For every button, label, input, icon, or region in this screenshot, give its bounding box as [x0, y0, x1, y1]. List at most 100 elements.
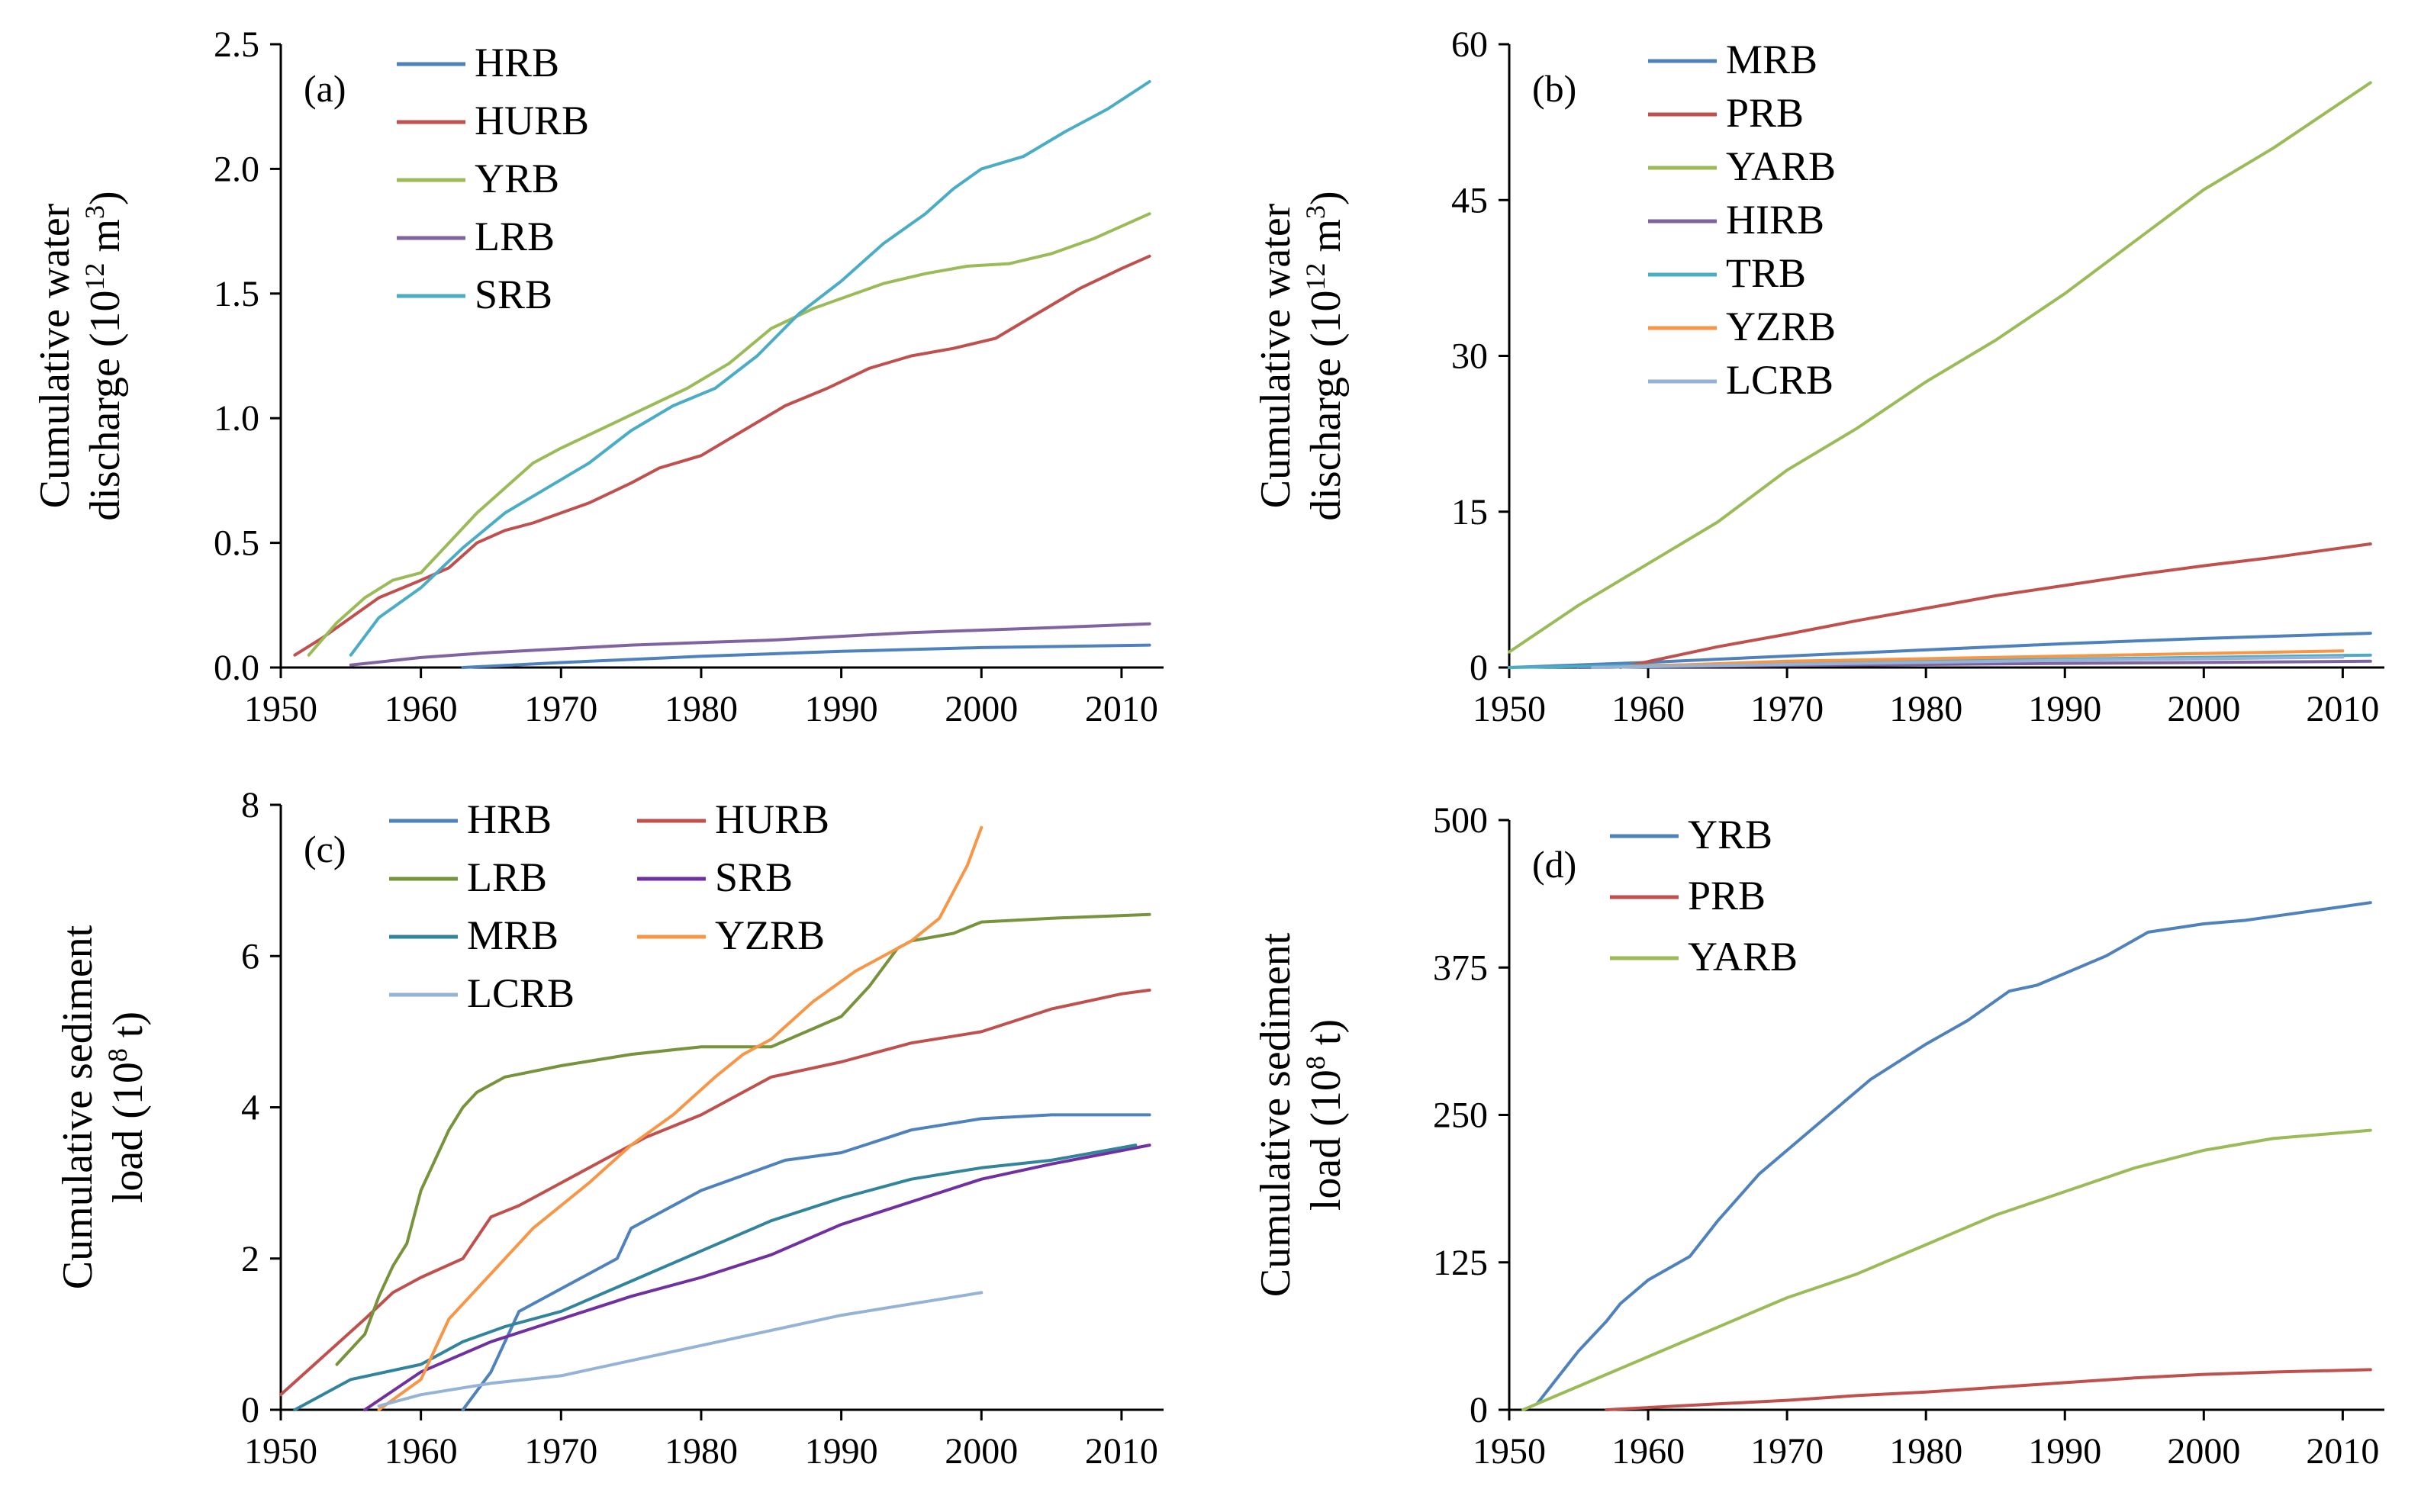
- legend-label-yzrb: YZRB: [715, 912, 825, 958]
- xtick-label: 1950: [244, 1431, 317, 1472]
- xtick-label: 2000: [2167, 1431, 2240, 1472]
- legend-label-hurb: HURB: [475, 98, 589, 143]
- label-part: t): [105, 1012, 152, 1048]
- series-line-yzrb: [377, 825, 984, 1411]
- legend-label-mrb: MRB: [467, 912, 559, 958]
- legend-label-hrb: HRB: [475, 40, 559, 85]
- superscript: 3: [1300, 205, 1331, 219]
- legend-label-lrb: LRB: [467, 854, 547, 900]
- y-axis-label-line2: load (108 t): [1300, 1019, 1350, 1211]
- xtick-label: 2010: [1085, 1431, 1158, 1472]
- label-part: discharge (10: [82, 291, 129, 521]
- legend-label-srb: SRB: [715, 854, 793, 900]
- xtick-label: 1960: [1611, 1431, 1685, 1472]
- ytick-label: 1.5: [214, 274, 259, 314]
- series-line-yarb: [1508, 81, 2372, 654]
- series-line-yarb: [1521, 1128, 2372, 1411]
- series-line-lrb: [349, 622, 1151, 667]
- superscript: 12: [1300, 263, 1331, 291]
- y-axis-label-line1: Cumulative water: [1252, 203, 1299, 508]
- xtick-label: 1970: [524, 1431, 597, 1472]
- xtick-label: 2010: [1085, 689, 1158, 729]
- series-line-prb: [1605, 1368, 2372, 1411]
- series-line-lcrb: [1591, 655, 2345, 669]
- series-line-srb: [349, 80, 1151, 657]
- xtick-label: 1990: [805, 689, 878, 729]
- xtick-label: 1960: [385, 1431, 458, 1472]
- series-line-lcrb: [377, 1291, 984, 1407]
- legend-label-prb: PRB: [1726, 90, 1804, 136]
- ytick-label: 500: [1433, 800, 1488, 841]
- series-line-hrb: [461, 643, 1151, 669]
- label-part: ): [82, 191, 129, 205]
- y-axis-label-line2: discharge (1012 m3): [1300, 191, 1350, 520]
- superscript: 3: [79, 205, 110, 219]
- legend-label-lcrb: LCRB: [467, 970, 575, 1016]
- label-part: t): [1302, 1019, 1350, 1056]
- superscript: 8: [102, 1048, 133, 1062]
- xtick-label: 1970: [524, 689, 597, 729]
- series-line-prb: [1618, 542, 2372, 669]
- ytick-label: 0: [241, 1390, 259, 1430]
- xtick-label: 1970: [1750, 1431, 1824, 1472]
- legend-label-hrb: HRB: [467, 796, 552, 842]
- xtick-label: 1990: [805, 1431, 878, 1472]
- legend-label-trb: TRB: [1726, 250, 1806, 296]
- legend-label-prb: PRB: [1688, 873, 1766, 918]
- y-axis-label-line2: discharge (1012 m3): [79, 191, 129, 520]
- ytick-label: 15: [1451, 492, 1488, 532]
- series-line-hurb: [293, 254, 1151, 657]
- xtick-label: 1980: [665, 1431, 738, 1472]
- ytick-label: 0: [1470, 648, 1488, 688]
- ytick-label: 60: [1451, 24, 1488, 65]
- panel-c: 0 2 4 6 8 1950 1960 1970 1980 1990 2000 2010 Cumulat…: [54, 785, 1164, 1472]
- panel-d: 0 125 250 375 500 1950 1960 1970 1980 1990 2000 201…: [1252, 800, 2384, 1472]
- ytick-label: 8: [241, 785, 259, 825]
- ytick-label: 45: [1451, 180, 1488, 220]
- xtick-label: 1980: [1889, 689, 1962, 729]
- xtick-label: 1950: [1473, 1431, 1546, 1472]
- xtick-label: 1960: [1611, 689, 1685, 729]
- y-axis-label-line1: Cumulative sediment: [54, 925, 101, 1289]
- axes-d: [1508, 820, 2384, 1411]
- xtick-label: 1980: [1889, 1431, 1962, 1472]
- legend-label-yrb: YRB: [475, 156, 559, 201]
- series-line-hrb: [461, 1113, 1151, 1411]
- xtick-label: 1990: [2028, 1431, 2101, 1472]
- panel-label: (c): [304, 828, 346, 870]
- xtick-label: 2000: [945, 1431, 1018, 1472]
- xtick-label: 1980: [665, 689, 738, 729]
- y-axis-label-line1: Cumulative water: [31, 203, 79, 508]
- xtick-label: 2010: [2306, 689, 2379, 729]
- xtick-label: 2000: [945, 689, 1018, 729]
- y-axis-label-line1: Cumulative sediment: [1252, 932, 1299, 1297]
- panel-label: (d): [1532, 843, 1576, 886]
- ytick-label: 0.0: [214, 648, 259, 688]
- panel-label: (b): [1532, 67, 1576, 110]
- label-part: load (10: [105, 1062, 152, 1203]
- superscript: 12: [79, 263, 110, 291]
- legend-label-yarb: YARB: [1726, 143, 1836, 189]
- legend-label-yarb: YARB: [1688, 934, 1798, 980]
- xtick-label: 1960: [385, 689, 458, 729]
- label-part: ): [1302, 191, 1350, 205]
- ytick-label: 2.0: [214, 149, 259, 189]
- legend-label-hurb: HURB: [715, 796, 829, 842]
- ytick-label: 0.5: [214, 523, 259, 564]
- label-part: m: [1302, 219, 1350, 263]
- series-line-mrb: [293, 1144, 1138, 1411]
- series-line-yrb: [307, 212, 1151, 657]
- axes-b: [1508, 44, 2384, 669]
- xtick-label: 2010: [2306, 1431, 2379, 1472]
- legend-label-lcrb: LCRB: [1726, 357, 1833, 403]
- series-line-lrb: [335, 912, 1151, 1366]
- ytick-label: 0: [1470, 1390, 1488, 1430]
- series-line-yrb: [1535, 901, 2372, 1406]
- label-part: m: [82, 219, 129, 263]
- label-part: load (10: [1302, 1070, 1350, 1211]
- ytick-label: 2: [241, 1239, 259, 1279]
- legend-label-srb: SRB: [475, 272, 552, 317]
- ytick-label: 6: [241, 936, 259, 976]
- series-line-srb: [363, 1144, 1151, 1411]
